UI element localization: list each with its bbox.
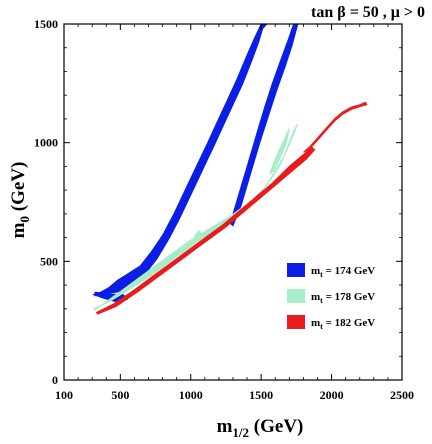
y-axis-symbol: m bbox=[8, 222, 29, 238]
y-axis-subscript: 0 bbox=[17, 216, 32, 223]
x-tick-label: 2500 bbox=[390, 388, 414, 402]
legend-label-mt-182: mt = 182 GeV bbox=[311, 317, 375, 331]
x-axis-unit: (GeV) bbox=[254, 416, 304, 437]
legend-swatch-mt-182 bbox=[287, 315, 305, 329]
x-axis-symbol: m bbox=[217, 416, 233, 437]
x-axis-subscript: 1/2 bbox=[232, 425, 249, 440]
legend: mt = 174 GeV mt = 178 GeV mt = 182 GeV bbox=[287, 263, 375, 331]
region-mt-178-1 bbox=[92, 123, 299, 311]
x-tick-label: 1500 bbox=[249, 388, 273, 402]
x-tick-label: 100 bbox=[55, 388, 73, 402]
axis-ticks: 100 500 1000 1500 2000 2500 0 500 1000 1500 bbox=[34, 17, 414, 402]
y-axis-title: m0 (GeV) bbox=[8, 162, 32, 239]
legend-label-mt-178: mt = 178 GeV bbox=[311, 291, 375, 305]
region-mt-178-3 bbox=[268, 128, 290, 175]
y-tick-label: 500 bbox=[40, 254, 58, 268]
legend-swatch-mt-174 bbox=[287, 263, 305, 277]
x-axis-title: m1/2 (GeV) bbox=[217, 416, 304, 440]
x-tick-label: 500 bbox=[111, 388, 129, 402]
y-tick-label: 1000 bbox=[34, 136, 58, 150]
x-tick-label: 1000 bbox=[179, 388, 203, 402]
region-mt-182-2 bbox=[303, 101, 368, 153]
y-axis-unit: (GeV) bbox=[8, 162, 29, 212]
region-mt-178-2 bbox=[194, 229, 203, 241]
region-mt-174-1 bbox=[94, 23, 268, 297]
region-mt-182-1 bbox=[95, 146, 316, 315]
chart-title: tan β = 50 , μ > 0 bbox=[311, 4, 425, 21]
y-tick-label: 1500 bbox=[34, 17, 58, 31]
x-tick-label: 2000 bbox=[320, 388, 344, 402]
legend-label-mt-174: mt = 174 GeV bbox=[311, 265, 375, 279]
y-tick-label: 0 bbox=[52, 373, 58, 387]
contour-regions bbox=[92, 23, 368, 315]
legend-swatch-mt-178 bbox=[287, 289, 305, 303]
